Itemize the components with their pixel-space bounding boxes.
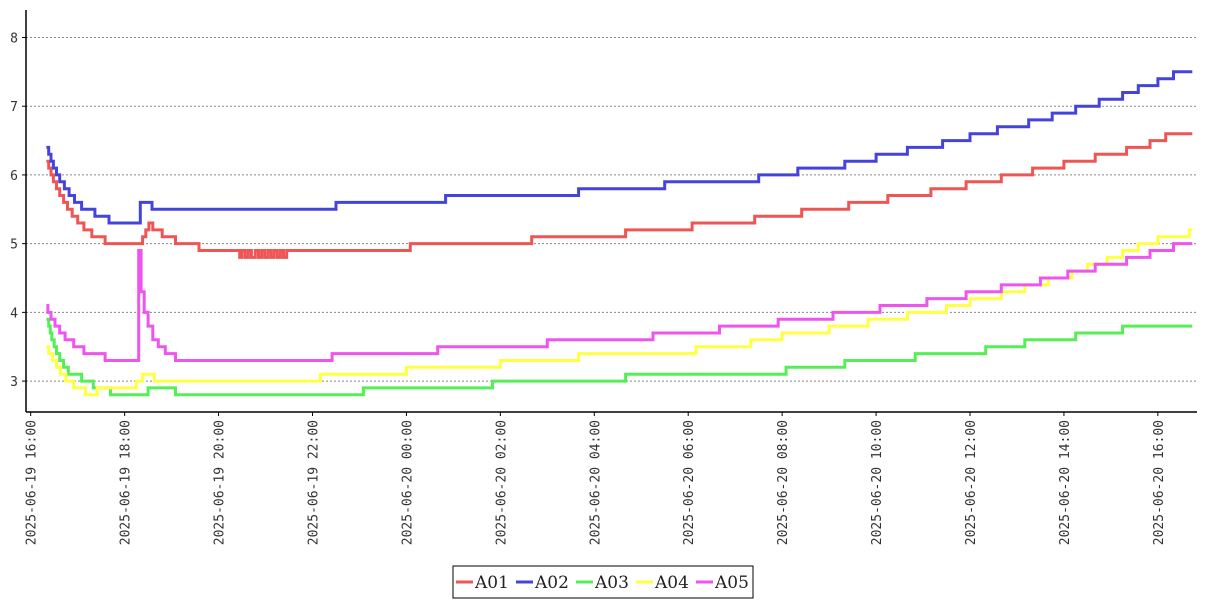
- x-tick-label: 2025-06-20 12:00: [964, 420, 979, 545]
- y-tick-label: 3: [10, 375, 18, 390]
- legend-label-a01: A01: [474, 573, 509, 593]
- series-line-a05: [46, 242, 1193, 362]
- x-tick-label: 2025-06-19 22:00: [306, 420, 321, 545]
- legend-label-a05: A05: [714, 573, 749, 593]
- series-lines: [46, 70, 1193, 397]
- x-axis-ticks: 2025-06-19 16:00 2025-06-19 18:00 2025-06-…: [25, 412, 1167, 545]
- legend-label-a03: A03: [594, 573, 629, 593]
- x-tick-label: 2025-06-20 08:00: [776, 420, 791, 545]
- x-tick-label: 2025-06-20 02:00: [494, 420, 509, 545]
- series-line-a04: [46, 228, 1193, 397]
- y-tick-label: 7: [10, 100, 18, 115]
- x-tick-label: 2025-06-20 06:00: [682, 420, 697, 545]
- x-tick-label: 2025-06-20 04:00: [588, 420, 603, 545]
- y-tick-label: 4: [10, 306, 18, 321]
- x-tick-label: 2025-06-20 16:00: [1152, 420, 1167, 545]
- series-line-a02: [46, 70, 1193, 225]
- y-tick-label: 6: [10, 169, 18, 184]
- x-tick-label: 2025-06-19 18:00: [119, 420, 134, 545]
- x-tick-label: 2025-06-19 20:00: [213, 420, 228, 545]
- x-tick-label: 2025-06-20 10:00: [870, 420, 885, 545]
- legend: A01 A02 A03 A04 A05: [452, 565, 754, 599]
- legend-label-a04: A04: [654, 573, 689, 593]
- x-tick-label: 2025-06-20 14:00: [1058, 420, 1073, 545]
- y-tick-label: 5: [10, 238, 18, 253]
- legend-label-a02: A02: [534, 573, 569, 593]
- y-tick-label: 8: [10, 31, 18, 46]
- y-axis-ticks: 3 4 5 6 7 8: [10, 31, 26, 390]
- x-tick-label: 2025-06-20 00:00: [400, 420, 415, 545]
- series-line-a01: [46, 132, 1193, 259]
- series-line-a03: [46, 317, 1193, 397]
- x-tick-label: 2025-06-19 16:00: [25, 420, 40, 545]
